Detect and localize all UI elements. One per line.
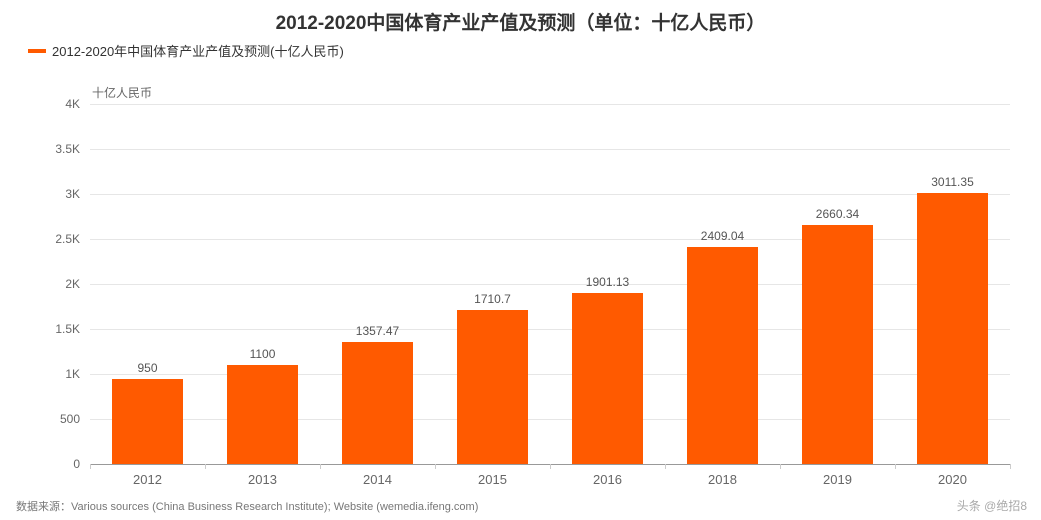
y-tick-label: 3.5K <box>55 142 80 156</box>
bar-value-label: 950 <box>137 361 157 375</box>
bar-value-label: 1710.7 <box>474 292 511 306</box>
x-tick <box>895 464 896 469</box>
grid-line <box>90 104 1010 105</box>
chart-container: 2012-2020中国体育产业产值及预测（单位：十亿人民币） 2012-2020… <box>0 0 1041 520</box>
bar <box>112 379 183 465</box>
x-tick-label: 2020 <box>938 472 967 487</box>
chart-title: 2012-2020中国体育产业产值及预测（单位：十亿人民币） <box>0 0 1041 35</box>
chart-legend: 2012-2020年中国体育产业产值及预测(十亿人民币) <box>0 35 1041 60</box>
bar-value-label: 3011.35 <box>931 175 974 189</box>
y-tick-label: 3K <box>65 187 80 201</box>
y-tick-label: 0 <box>73 457 80 471</box>
y-tick-label: 1.5K <box>55 322 80 336</box>
x-tick-label: 2015 <box>478 472 507 487</box>
x-tick <box>435 464 436 469</box>
x-tick <box>780 464 781 469</box>
bar-value-label: 1100 <box>250 347 276 361</box>
y-tick-label: 2K <box>65 277 80 291</box>
bar <box>342 342 413 464</box>
bar <box>227 365 298 464</box>
legend-label: 2012-2020年中国体育产业产值及预测(十亿人民币) <box>52 41 344 60</box>
bar-value-label: 1357.47 <box>356 324 399 338</box>
x-tick-label: 2019 <box>823 472 852 487</box>
bar-value-label: 1901.13 <box>586 275 629 289</box>
bar <box>572 293 643 464</box>
x-tick <box>320 464 321 469</box>
x-tick <box>1010 464 1011 469</box>
legend-swatch <box>28 49 46 53</box>
plot-area: 05001K1.5K2K2.5K3K3.5K4K9502012110020131… <box>90 104 1010 464</box>
grid-line <box>90 194 1010 195</box>
watermark: 头条 @绝招8 <box>957 497 1027 514</box>
x-tick-label: 2016 <box>593 472 622 487</box>
y-tick-label: 1K <box>65 367 80 381</box>
bar <box>687 247 758 464</box>
x-tick-label: 2013 <box>248 472 277 487</box>
bar <box>457 310 528 464</box>
x-tick <box>90 464 91 469</box>
y-tick-label: 2.5K <box>55 232 80 246</box>
bar <box>802 225 873 464</box>
x-tick-label: 2018 <box>708 472 737 487</box>
y-tick-label: 500 <box>60 412 80 426</box>
source-line: 数据来源：Various sources (China Business Res… <box>16 498 478 514</box>
bar-value-label: 2409.04 <box>701 229 744 243</box>
x-tick <box>665 464 666 469</box>
grid-line <box>90 149 1010 150</box>
x-tick <box>550 464 551 469</box>
x-tick <box>205 464 206 469</box>
y-axis-unit-label: 十亿人民币 <box>92 84 152 101</box>
bar-value-label: 2660.34 <box>816 207 859 221</box>
x-tick-label: 2012 <box>133 472 162 487</box>
bar <box>917 193 988 464</box>
y-tick-label: 4K <box>65 97 80 111</box>
x-tick-label: 2014 <box>363 472 392 487</box>
